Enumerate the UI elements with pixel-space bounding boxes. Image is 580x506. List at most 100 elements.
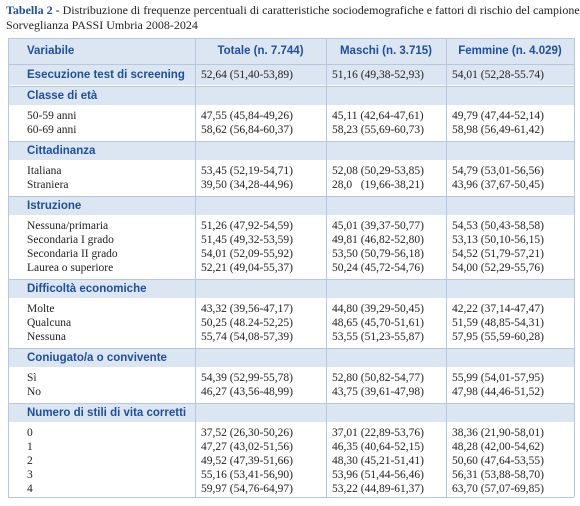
value: 52,64 (51,40-53,89)	[201, 69, 293, 81]
section-title: Esecuzione test di screening	[27, 69, 185, 81]
value: 46,27 (43,56-48,99)	[201, 386, 293, 398]
value: 42,22 (37,14-47,47)	[452, 303, 544, 315]
row-label: Qualcuna	[27, 317, 72, 329]
value: 53,13 (50,10-56,15)	[452, 234, 544, 246]
value: 63,70 (57,07-69,85)	[452, 483, 544, 495]
row-label: Laurea o superiore	[27, 262, 114, 274]
row-label: 4	[27, 483, 33, 495]
value: 54,39 (52,99-55,78)	[201, 372, 293, 384]
value: 56,31 (53,88-58,70)	[452, 469, 544, 481]
value: 54,00 (52,29-55,76)	[452, 262, 544, 274]
row-label: Secondaria I grado	[27, 234, 114, 246]
column-divider	[574, 38, 575, 497]
value: 38,36 (21,90-58,01)	[452, 427, 544, 439]
row-divider	[8, 141, 574, 142]
value: 49,79 (47,44-52,14)	[452, 110, 544, 122]
value: 52,08 (50,29-53,85)	[332, 165, 424, 177]
row-label: 1	[27, 441, 33, 453]
value: 58,62 (56,84-60,37)	[201, 124, 293, 136]
row-label: 3	[27, 469, 33, 481]
value: 52,80 (50,82-54,77)	[332, 372, 424, 384]
column-divider	[195, 38, 196, 497]
row-divider	[8, 64, 574, 65]
row-divider	[8, 348, 574, 349]
section-band	[8, 65, 574, 85]
value: 53,96 (51,44-56,46)	[332, 469, 424, 481]
value: 43,75 (39,61-47,98)	[332, 386, 424, 398]
value: 49,81 (46,82-52,80)	[332, 234, 424, 246]
section-band	[8, 404, 574, 422]
value: 45,01 (39,37-50,77)	[332, 220, 424, 232]
value: 44,80 (39,29-50,45)	[332, 303, 424, 315]
value: 48,65 (45,70-51,61)	[332, 317, 424, 329]
value: 51,26 (47,92-54,59)	[201, 220, 293, 232]
section-title: Difficoltà economiche	[27, 283, 147, 295]
section-band	[8, 197, 574, 215]
row-label: Sì	[27, 372, 37, 384]
row-label: Molte	[27, 303, 55, 315]
row-label: 2	[27, 455, 33, 467]
value: 59,97 (54,76-64,97)	[201, 483, 293, 495]
row-divider	[8, 86, 574, 87]
row-divider	[8, 196, 574, 197]
row-divider	[8, 497, 574, 498]
row-divider	[8, 38, 574, 39]
value: 55,16 (53,41-56,90)	[201, 469, 293, 481]
row-label: Nessuna/primaria	[27, 220, 109, 232]
value: 48,28 (42,00-54,62)	[452, 441, 544, 453]
value: 50,60 (47,64-53,55)	[452, 455, 544, 467]
value: 50,24 (45,72-54,76)	[332, 262, 424, 274]
value: 54,01 (52,09-55,92)	[201, 248, 293, 260]
caption-line: Tabella 2 - Distribuzione di frequenze p…	[6, 3, 580, 18]
value: 43,32 (39,56-47,17)	[201, 303, 293, 315]
value: 49,52 (47,39-51,66)	[201, 455, 293, 467]
value: 37,52 (26,30-50,26)	[201, 427, 293, 439]
row-label: Italiana	[27, 165, 62, 177]
header-band	[8, 38, 574, 64]
value: 45,11 (42,64-47,61)	[332, 110, 424, 122]
section-band	[8, 87, 574, 105]
value: 54,53 (50,43-58,58)	[452, 220, 544, 232]
value: 37,01 (22,89-53,76)	[332, 427, 424, 439]
value: 53,50 (50,79-56,18)	[332, 248, 424, 260]
section-title: Istruzione	[27, 200, 82, 212]
value: 58,23 (55,69-60,73)	[332, 124, 424, 136]
column-header: Variabile	[27, 45, 75, 57]
value: 28,0 (19,66-38,21)	[332, 179, 424, 191]
value: 54,01 (52,28-55.74)	[452, 69, 544, 81]
row-label: No	[27, 386, 42, 398]
value: 47,98 (44,46-51,52)	[452, 386, 544, 398]
section-title: Coniugato/a o convivente	[27, 352, 167, 364]
row-label: 50-59 anni	[27, 110, 77, 122]
row-label: Secondaria II grado	[27, 248, 118, 260]
row-divider	[8, 403, 574, 404]
value: 51,59 (48,85-54,31)	[452, 317, 544, 329]
section-band	[8, 349, 574, 367]
column-divider	[446, 38, 447, 497]
value: 55,99 (54,01-57,95)	[452, 372, 544, 384]
column-header: Totale (n. 7.744)	[217, 45, 304, 57]
value: 53,22 (44,89-61,37)	[332, 483, 424, 495]
section-title: Classe di età	[27, 90, 98, 102]
value: 47,55 (45,84-49,26)	[201, 110, 293, 122]
value: 46,35 (40,64-52,15)	[332, 441, 424, 453]
caption-label: Tabella 2	[6, 3, 53, 17]
value: 53,45 (52,19-54,71)	[201, 165, 293, 177]
section-band	[8, 280, 574, 298]
value: 51,16 (49,38-52,93)	[332, 69, 424, 81]
value: 54,79 (53,01-56,56)	[452, 165, 544, 177]
row-label: 60-69 anni	[27, 124, 77, 136]
value: 52,21 (49,04-55,37)	[201, 262, 293, 274]
column-divider	[326, 38, 327, 497]
value: 54,52 (51,79-57,21)	[452, 248, 544, 260]
section-title: Cittadinanza	[27, 145, 96, 157]
caption-subtitle: Sorveglianza PASSI Umbria 2008-2024	[6, 18, 198, 32]
value: 50,25 (48.24-52,25)	[201, 317, 293, 329]
value: 43,96 (37,67-50,45)	[452, 179, 544, 191]
value: 58,98 (56,49-61,42)	[452, 124, 544, 136]
row-label: 0	[27, 427, 33, 439]
row-label: Nessuna	[27, 331, 66, 343]
value: 39,50 (34,28-44,96)	[201, 179, 293, 191]
value: 55,74 (54,08-57,39)	[201, 331, 293, 343]
